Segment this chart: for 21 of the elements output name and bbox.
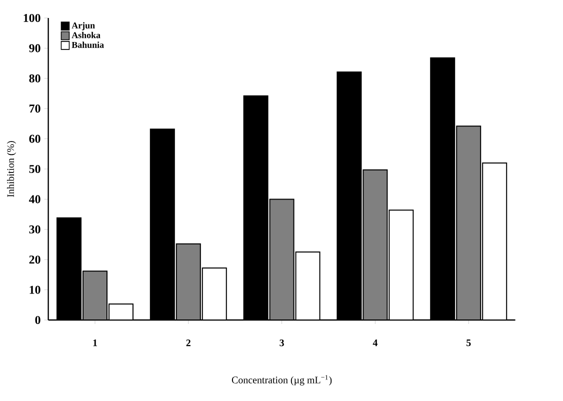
x-tick-label: 4 [372, 340, 378, 346]
y-tick-label: 10 [30, 286, 40, 294]
y-tick-label: 0 [35, 316, 40, 324]
legend-label: Arjun [72, 22, 95, 30]
y-tick-label: 90 [29, 44, 40, 52]
legend-label: Bahunia [72, 42, 104, 48]
x-tick-label: 5 [466, 340, 471, 346]
x-tick-label: 1 [93, 340, 97, 346]
y-tick-label: 80 [29, 74, 40, 82]
x-tick-label: 3 [280, 340, 284, 346]
y-tick-label: 50 [29, 164, 40, 174]
y-tick-label: 60 [29, 134, 40, 143]
y-tick-label: 30 [29, 225, 40, 234]
y-axis-title: Inhibition (%) [6, 141, 16, 197]
y-tick-label: 70 [30, 104, 40, 113]
y-tick-label: 40 [28, 195, 40, 204]
y-tick-label: 100 [24, 14, 40, 22]
x-axis-title: Concentration (µg mL$^{−1}$) [232, 375, 332, 386]
y-tick-label: 20 [29, 256, 40, 264]
x-tick-label: 2 [186, 340, 190, 346]
legend-label: Ashoka [72, 32, 100, 38]
